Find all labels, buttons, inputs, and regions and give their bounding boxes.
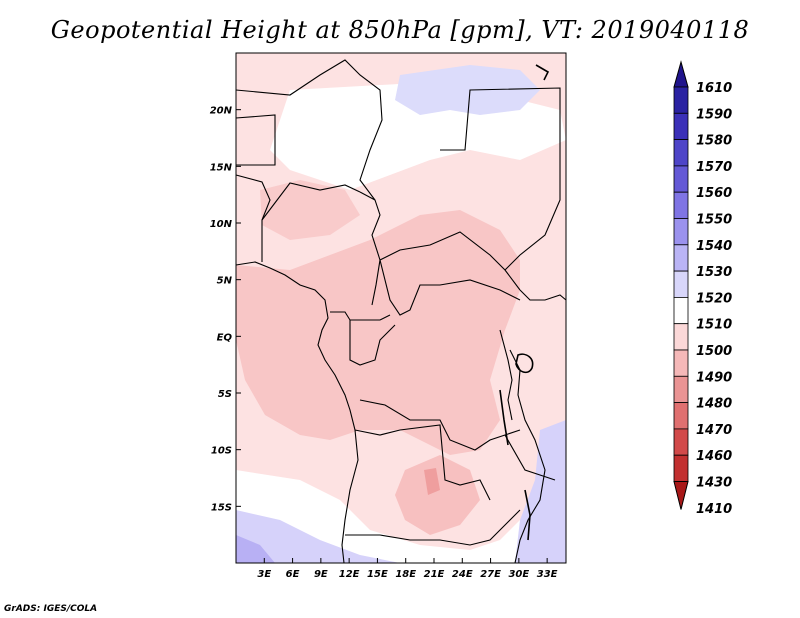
colorbar-label: 1510 xyxy=(696,318,732,333)
colorbar-label: 1580 xyxy=(696,134,732,149)
border-west-3 xyxy=(261,182,361,221)
colorbar-label: 1480 xyxy=(696,397,732,412)
lat-tick-label: 15S xyxy=(211,502,232,513)
border-west-1 xyxy=(235,114,276,166)
colorbar-label: 1520 xyxy=(696,291,732,306)
lat-tick-label: 20N xyxy=(210,106,233,117)
colorbar-swatch xyxy=(673,191,689,219)
field-1480 xyxy=(424,468,440,495)
lon-tick-label: 9E xyxy=(314,569,328,580)
lake-malawi xyxy=(524,489,531,541)
lon-tick-label: 12E xyxy=(339,569,360,580)
field-1520-southeast xyxy=(515,420,566,563)
colorbar-swatch xyxy=(673,165,689,193)
field-1490-core xyxy=(236,210,520,455)
colorbar-label: 1460 xyxy=(696,449,732,464)
lon-axis: 3E 6E 9E 12E 15E 18E 21E 24E 27E 30E 33E xyxy=(257,558,558,580)
colorbar-label: 1590 xyxy=(696,107,732,122)
chart-title: Geopotential Height at 850hPa [gpm], VT:… xyxy=(50,16,750,44)
border-lakes xyxy=(499,329,513,421)
lat-tick-label: 10S xyxy=(211,446,232,457)
credit-text: GrADS: IGES/COLA xyxy=(4,604,98,614)
border-west-4 xyxy=(359,191,376,201)
map-borders xyxy=(235,59,567,564)
border-west-2 xyxy=(235,174,271,262)
lon-tick-label: 6E xyxy=(286,569,300,580)
field-1520-southwest xyxy=(236,510,400,563)
map-field xyxy=(236,53,566,563)
colorbar: 1610 1590 1580 1570 1560 1550 1540 1530 1520 1510… xyxy=(673,60,732,517)
colorbar-label: 1500 xyxy=(696,344,732,359)
lon-tick-label: 33E xyxy=(537,569,558,580)
lake-victoria xyxy=(515,353,534,374)
colorbar-label: 1570 xyxy=(696,160,732,175)
colorbar-label: 1430 xyxy=(696,476,732,491)
border-drc-south xyxy=(359,399,521,451)
colorbar-top-arrow xyxy=(673,60,689,88)
border-namibia xyxy=(345,509,521,546)
colorbar-swatch xyxy=(673,112,689,141)
colorbar-label: 1540 xyxy=(696,239,732,254)
lat-tick-label: EQ xyxy=(217,332,233,343)
coastline-west xyxy=(235,261,359,564)
border-angola xyxy=(354,424,491,501)
coastline-east xyxy=(509,349,546,564)
border-sudan xyxy=(440,87,561,271)
colorbar-swatch xyxy=(673,270,689,298)
colorbar-label: 1470 xyxy=(696,423,732,438)
colorbar-swatch xyxy=(673,454,689,482)
colorbar-swatch xyxy=(673,375,689,403)
colorbar-swatch xyxy=(673,139,689,167)
colorbar-swatch xyxy=(673,218,689,246)
lon-tick-label: 30E xyxy=(508,569,529,580)
colorbar-swatch xyxy=(673,323,689,351)
lat-tick-label: 15N xyxy=(210,162,233,173)
colorbar-swatch xyxy=(673,428,689,456)
lon-tick-label: 18E xyxy=(395,569,416,580)
lat-tick-label: 5N xyxy=(217,276,233,287)
field-1490-south xyxy=(395,455,480,535)
lon-tick-label: 21E xyxy=(424,569,445,580)
colorbar-swatch xyxy=(673,296,689,325)
lat-tick-label: 10N xyxy=(210,219,233,230)
border-zambia xyxy=(504,434,556,481)
field-1490-north xyxy=(260,180,360,240)
colorbar-label: 1410 xyxy=(696,502,732,517)
border-congo-north xyxy=(379,259,521,316)
coast-redsea xyxy=(535,64,550,81)
lon-tick-label: 3E xyxy=(257,569,271,580)
colorbar-swatch xyxy=(673,402,689,430)
border-uganda xyxy=(519,289,567,301)
lon-tick-label: 15E xyxy=(367,569,388,580)
colorbar-label: 1530 xyxy=(696,265,732,280)
colorbar-label: 1610 xyxy=(696,81,732,96)
border-central-1 xyxy=(235,59,383,306)
lake-tanganyika xyxy=(499,389,509,446)
field-1530 xyxy=(236,535,275,563)
colorbar-label: 1560 xyxy=(696,186,732,201)
field-1520-north xyxy=(395,65,540,115)
lat-axis: 20N 15N 10N 5N EQ 5S 10S 15S xyxy=(210,106,241,513)
colorbar-swatch xyxy=(673,349,689,377)
map-frame xyxy=(235,52,567,564)
lon-tick-label: 24E xyxy=(452,569,473,580)
lat-tick-label: 5S xyxy=(218,389,232,400)
colorbar-swatch xyxy=(673,244,689,272)
lon-tick-label: 27E xyxy=(480,569,501,580)
border-congo xyxy=(349,320,396,366)
map-lakes xyxy=(499,64,550,541)
colorbar-label: 1490 xyxy=(696,370,732,385)
colorbar-swatch xyxy=(673,86,689,114)
colorbar-label: 1550 xyxy=(696,213,732,228)
colorbar-bottom-arrow xyxy=(673,481,689,510)
